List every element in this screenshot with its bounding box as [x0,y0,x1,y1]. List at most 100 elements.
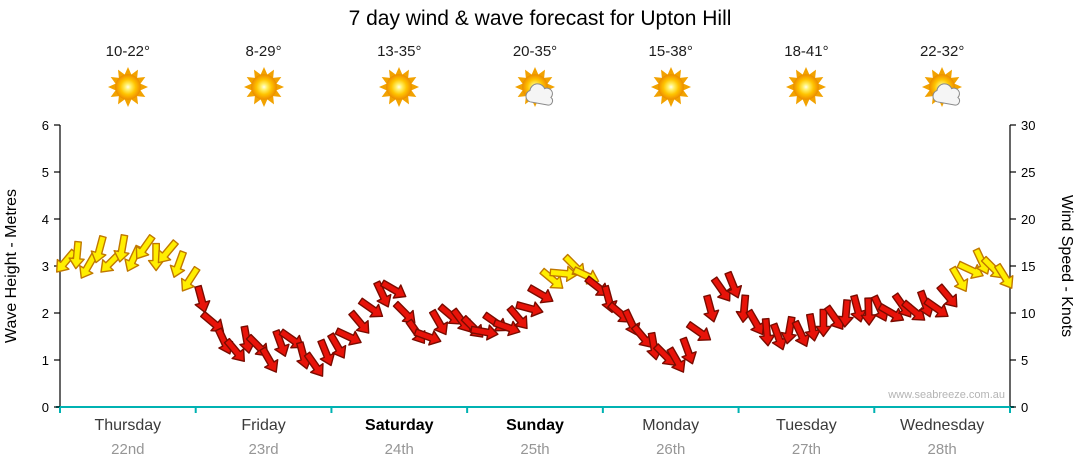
day-name: Sunday [506,417,564,434]
sun-ray [395,67,404,76]
day-date: 25th [520,441,550,458]
day-date: 28th [927,441,957,458]
wind-arrow [135,234,156,260]
wind-arrow [272,329,290,357]
day-temp: 13-35° [377,43,422,60]
wind-arrow [949,265,969,293]
sun-ray [123,67,132,76]
watermark: www.seabreeze.com.au [887,389,1005,401]
sun-wrap [374,62,424,112]
sun-ray [274,83,284,91]
right-tick-label: 5 [1021,353,1028,368]
wind-arrow [724,270,743,299]
wind-arrow [993,262,1014,289]
sun-icon [243,67,284,107]
wind-arrow [113,234,130,263]
sun-body [250,74,277,100]
day-name: Friday [241,417,286,434]
sun-ray [107,83,117,91]
sun-ray [259,67,268,76]
wind-arrow [357,297,384,318]
wind-arrow [470,324,499,341]
sun-body [793,74,820,100]
wind-arrow [380,279,407,299]
wind-arrow-series [56,234,1014,377]
sun-icon [379,67,420,107]
wind-arrow [923,297,949,318]
day-date: 23rd [248,441,279,458]
sun-icon [107,67,148,107]
wind-arrow [169,250,187,278]
right-axis-title: Wind Speed - Knots [1058,195,1075,337]
wind-arrow [157,239,179,264]
sun-body [386,74,413,100]
wind-arrow [348,309,370,334]
cloud-shape [932,83,961,106]
left-tick-label: 4 [42,212,49,227]
left-tick-label: 6 [42,118,49,133]
wind-arrow [492,318,521,337]
day-name: Tuesday [776,417,837,434]
wind-arrow [936,283,958,308]
wind-arrow [685,321,712,341]
sun-ray [243,83,253,91]
wind-arrow [327,332,347,359]
sun-ray [138,83,148,91]
day-temp: 15-38° [648,43,693,60]
day-temp: 20-35° [512,43,558,60]
sun-icon [650,67,691,107]
sun-ray [395,98,404,107]
sun-icon [786,67,827,107]
left-axis-title: Wave Height - Metres [3,189,20,343]
sun-ray [650,83,660,91]
cloud-shape [525,83,553,106]
wind-arrow [303,351,324,377]
sun-ray [786,83,796,91]
day-temp: 18-41° [784,43,829,60]
sun-wrap [646,62,696,112]
wind-arrow [223,337,245,363]
wind-arrow [180,265,201,292]
wind-arrow [666,346,686,373]
right-tick-label: 10 [1021,306,1035,321]
day-name: Monday [642,417,700,434]
right-tick-label: 15 [1021,259,1035,274]
right-tick-label: 0 [1021,400,1028,415]
right-tick-label: 20 [1021,212,1035,227]
sun-ray [802,98,811,107]
sun-ray [802,67,811,76]
day-date: 24th [384,441,414,458]
wind-arrow [549,265,578,283]
left-tick-label: 3 [42,259,49,274]
sun-ray [666,67,675,76]
sun-ray [123,98,132,107]
wind-arrow [901,299,926,321]
wind-arrow [373,280,392,308]
sun-body [657,74,684,100]
wind-arrow [90,235,107,264]
wind-arrow [837,299,854,328]
sun-ray [922,83,932,91]
wind-arrow [515,301,544,318]
sun-ray [410,83,420,91]
wind-arrow [428,308,449,336]
wind-arrow [259,346,279,373]
sun-wrap [781,62,831,112]
wind-arrow [199,310,225,333]
wind-arrow [194,284,211,314]
day-temp: 22-32° [919,43,965,60]
day-date: 22nd [111,441,145,458]
wind-arrow [877,303,905,323]
sun-ray [259,98,268,107]
left-tick-label: 1 [42,353,49,368]
wind-arrow [506,304,528,330]
right-tick-label: 25 [1021,165,1035,180]
day-date: 27th [791,441,822,458]
sun-ray [817,83,827,91]
right-tick-label: 30 [1021,118,1035,133]
day-name: Thursday [94,417,162,434]
day-date: 26th [656,441,686,458]
day-temp: 8-29° [245,43,282,60]
wind-arrow [710,276,731,302]
